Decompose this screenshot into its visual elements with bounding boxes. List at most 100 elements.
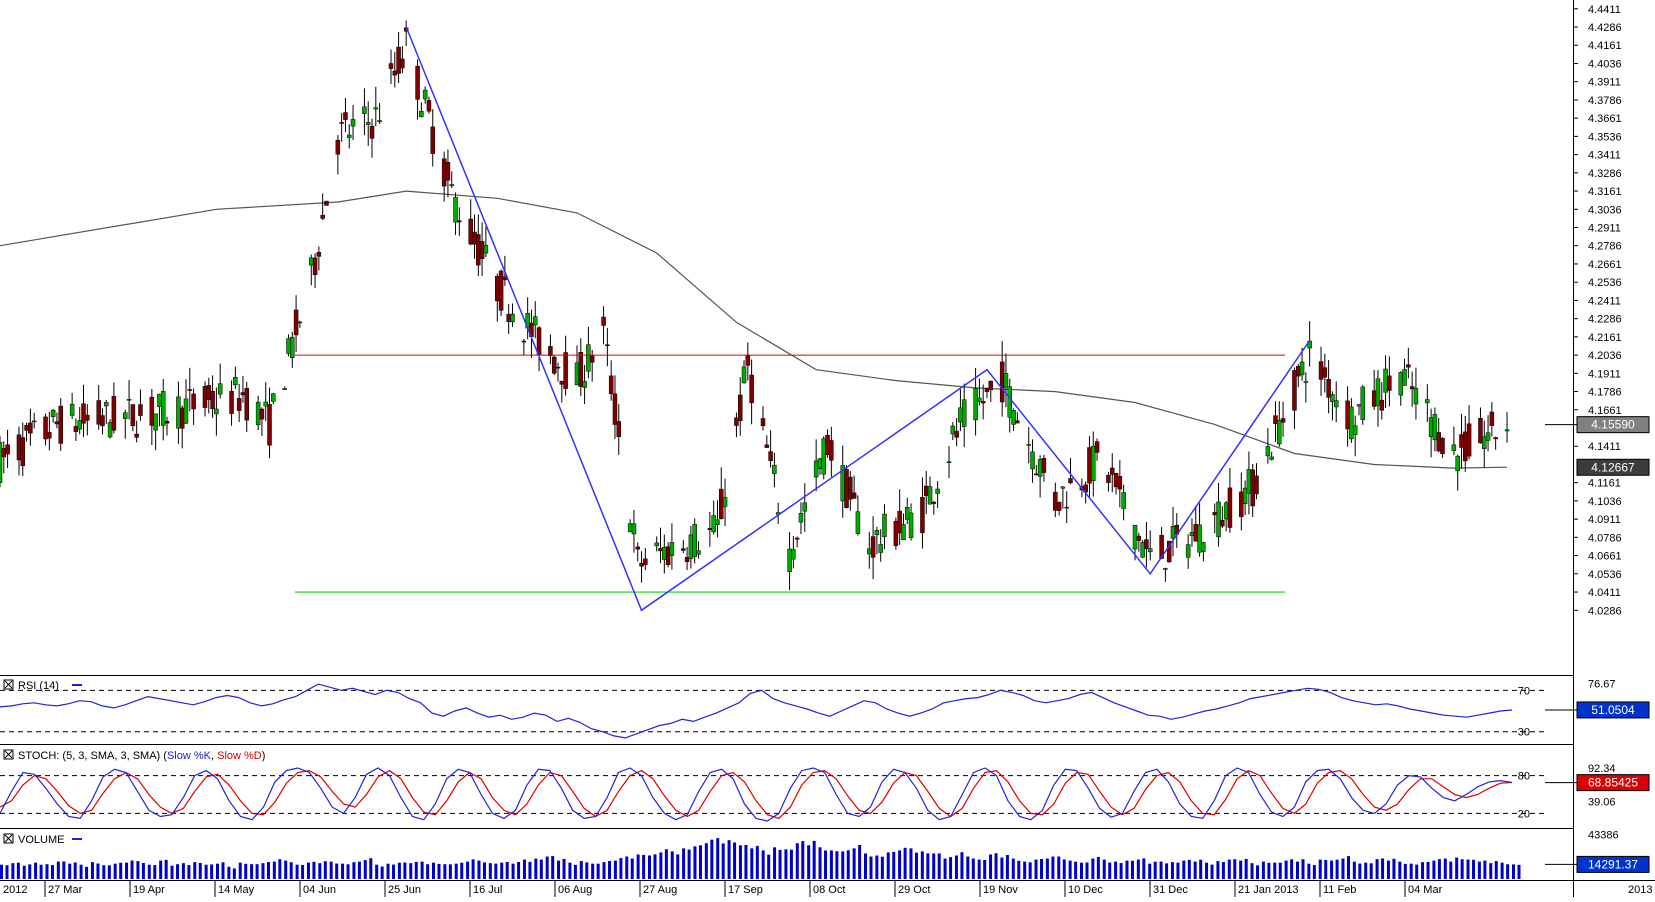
candle-down: [335, 139, 341, 155]
candle-down: [47, 432, 52, 439]
candle-up: [586, 344, 591, 372]
candle-down: [54, 421, 60, 425]
date-tick-label: 19 Nov: [983, 884, 1018, 896]
candle-up: [449, 184, 454, 187]
volume-bar: [1477, 861, 1481, 879]
candle-down: [684, 557, 690, 563]
stoch-k-label: Slow %K: [167, 750, 212, 762]
candle-down: [825, 435, 830, 456]
volume-bar: [22, 865, 26, 879]
candle-down: [923, 485, 929, 496]
candle-up: [905, 507, 910, 520]
stoch-level-80-label: 80: [1518, 771, 1530, 783]
candle-up: [574, 362, 580, 386]
volume-bar: [170, 865, 174, 879]
volume-bar: [79, 864, 83, 879]
price-tick-label: 4.1411: [1588, 441, 1621, 453]
volume-bar: [1091, 858, 1095, 879]
candle-down: [601, 316, 606, 326]
candle-up: [813, 460, 819, 478]
volume-bar: [318, 863, 322, 879]
candle-down: [392, 70, 398, 76]
volume-bar: [125, 862, 129, 879]
candle-up: [377, 120, 382, 123]
candle-down: [768, 451, 773, 462]
candle-up: [901, 524, 906, 541]
candle-down: [848, 476, 853, 500]
candle-up: [453, 197, 458, 223]
volume-bar: [522, 859, 526, 879]
volume-bar: [1051, 856, 1055, 879]
last-price-tag: 4.15590: [1545, 416, 1650, 434]
candle-down: [1379, 399, 1385, 411]
candle-up: [772, 464, 777, 474]
candle-down: [506, 314, 511, 322]
price-tick-label: 4.1036: [1588, 496, 1622, 508]
volume-bar: [966, 856, 970, 879]
candle-down: [400, 58, 405, 69]
volume-bar: [432, 862, 435, 879]
candle-down: [1053, 491, 1058, 511]
volume-bar: [39, 864, 43, 879]
candle-down: [1109, 467, 1115, 475]
stoch-value-box: [1576, 774, 1650, 792]
candle-down: [468, 218, 473, 245]
stoch-axis-tick-low: 39.06: [1588, 796, 1616, 808]
moving-average-path: [0, 190, 1508, 469]
date-tick-label: 29 Oct: [898, 884, 930, 896]
candle-down: [1273, 415, 1278, 424]
candle-up: [817, 458, 823, 469]
candle-down: [31, 420, 37, 423]
candle-up: [1197, 524, 1202, 553]
volume-bar: [562, 858, 566, 879]
rsi-panel[interactable]: RSI (14) 70 30 76.67 51.0504: [0, 678, 1650, 739]
volume-bar: [704, 843, 708, 879]
volume-bar: [585, 862, 589, 879]
volume-bar: [1096, 856, 1100, 879]
candle-up: [1246, 469, 1252, 494]
volume-bar: [1034, 859, 1038, 879]
candle-down: [635, 546, 640, 550]
volume-bar: [949, 857, 953, 879]
volume-bar: [448, 864, 452, 879]
price-tick-label: 4.3036: [1588, 204, 1622, 216]
volume-bar: [187, 865, 191, 879]
volume-panel[interactable]: VOLUME 43386 14291.37: [0, 830, 1650, 879]
candle-up: [1003, 373, 1009, 388]
volume-bar: [1341, 858, 1345, 879]
date-tick-label: 27 Mar: [48, 884, 83, 896]
volume-bar: [147, 864, 151, 879]
date-tick-label: 06 Aug: [558, 884, 592, 896]
candle-up: [1402, 369, 1407, 386]
candle-down: [1056, 501, 1062, 511]
volume-bar: [1330, 860, 1334, 879]
stoch-k-line: [0, 767, 1513, 822]
date-tick-label: 17 Sep: [728, 884, 763, 896]
candle-down: [1409, 386, 1415, 390]
candle-down: [502, 276, 508, 281]
candle-down: [639, 562, 644, 567]
volume-bar: [16, 862, 20, 879]
volume-bar: [1364, 862, 1368, 879]
volume-bar: [1102, 859, 1106, 879]
volume-bar: [869, 856, 873, 879]
volume-bar: [392, 864, 396, 879]
candle-up: [255, 401, 261, 426]
price-panel[interactable]: [0, 20, 1510, 612]
volume-bar: [778, 849, 782, 879]
volume-bar: [818, 847, 822, 879]
stochastic-panel[interactable]: STOCH: (5, 3, SMA, 3, SMA) (Slow %K, Slo…: [0, 749, 1650, 822]
volume-bar: [1489, 863, 1493, 879]
volume-bar: [1176, 862, 1180, 879]
date-tick-label: 04 Mar: [1408, 884, 1443, 896]
volume-bar: [1443, 858, 1447, 879]
volume-bar: [687, 849, 691, 879]
volume-bar: [892, 851, 896, 879]
volume-bar: [1346, 856, 1350, 879]
volume-bar: [926, 853, 930, 879]
candle-down: [479, 241, 485, 259]
volume-bar: [28, 864, 32, 879]
moving-average-line: [0, 190, 1508, 469]
volume-bar: [846, 850, 850, 879]
volume-bar: [113, 863, 117, 879]
